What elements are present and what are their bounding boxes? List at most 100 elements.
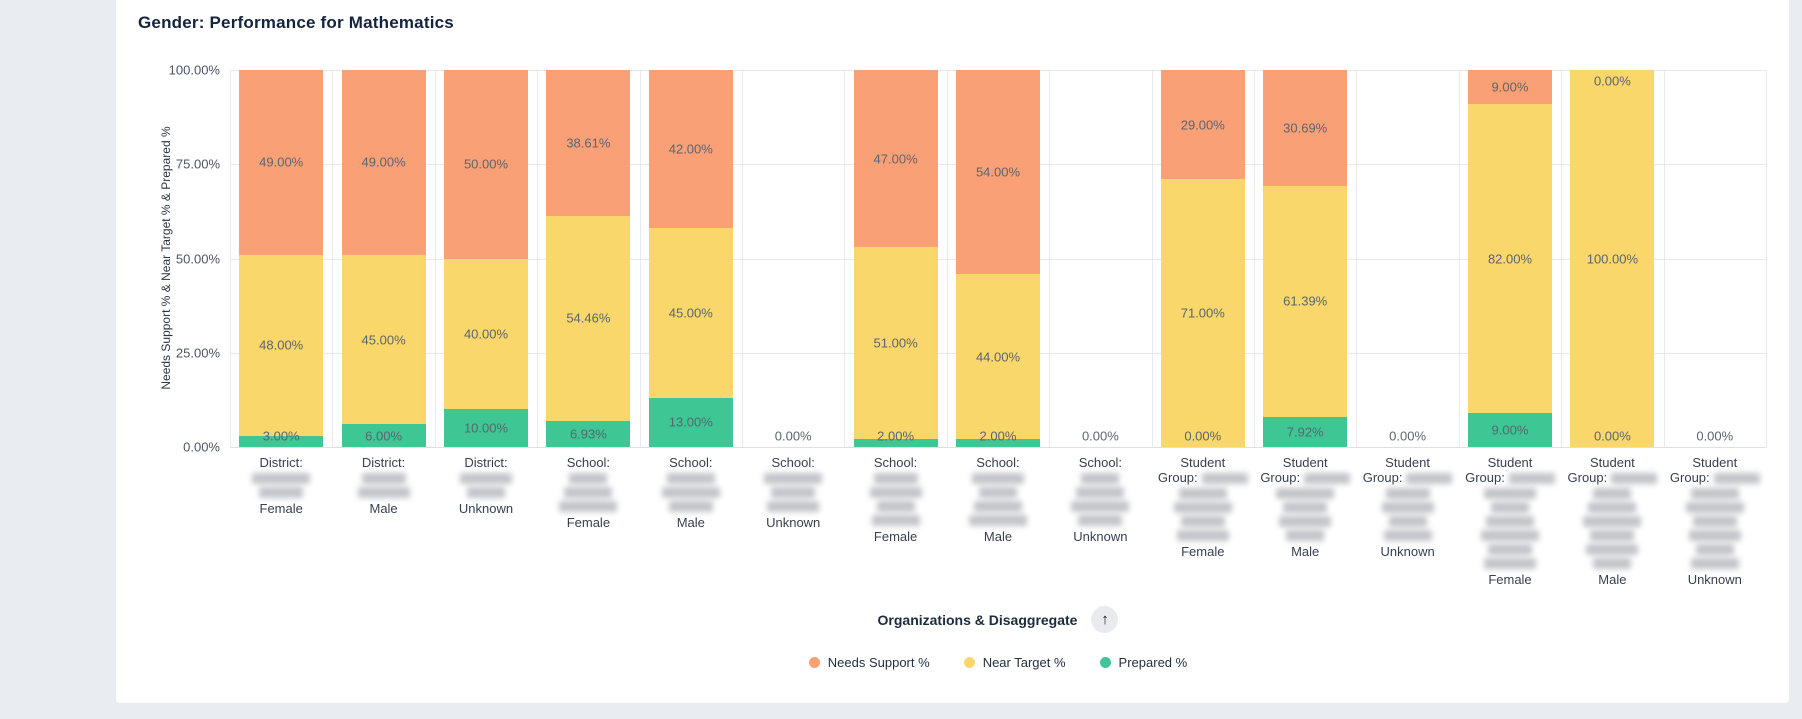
x-label-prefix: School: [1078,455,1123,470]
vertical-gridline [946,70,948,447]
x-axis-label: District: Unknown [435,455,537,516]
vertical-gridline [537,70,539,447]
bar-segment-prepared[interactable] [239,435,324,447]
x-label-gender: Unknown [766,515,821,530]
x-label-prefix: School: [873,455,918,470]
x-label-gender: Female [259,501,303,516]
redacted-text [1180,516,1225,527]
x-label-prefix: Group: [1459,470,1561,485]
x-axis-label: Student Group: Male [1561,455,1663,587]
x-label-prefix: Student [1180,455,1226,470]
redacted-text [1483,488,1536,499]
bar-segment-prepared[interactable] [1263,417,1348,447]
redacted-text [1685,502,1744,513]
bar-segment-near-target[interactable] [955,273,1040,440]
legend-item-prepared[interactable]: Prepared % [1099,655,1187,670]
bar-cell: 30.69% 61.39% 7.92% [1254,70,1356,447]
bar-segment-needs-support[interactable] [648,70,733,229]
redacted-text [869,487,922,498]
redacted-text [871,515,920,526]
redacted-text [569,473,608,484]
up-arrow-icon: ↑ [1101,611,1109,628]
scroll-up-button[interactable]: ↑ [1091,606,1119,633]
bar-segment-near-target[interactable] [1570,70,1655,447]
bar-segment-needs-support[interactable] [1160,70,1245,180]
x-label-prefix: Student [1589,455,1635,470]
redacted-text [1586,544,1639,555]
bar-segment-prepared[interactable] [648,398,733,447]
x-label-prefix: Student [1692,455,1738,470]
bar-segment-prepared[interactable] [546,420,631,447]
redacted-text [1383,530,1432,541]
x-label-gender: Unknown [1687,572,1742,587]
redacted-text [771,487,816,498]
redacted-text [668,501,713,512]
redacted-text [1583,516,1642,527]
redacted-text [1508,473,1555,485]
x-label-gender: Male [369,501,398,516]
bar-segment-prepared[interactable] [341,424,426,447]
redacted-text [1201,473,1248,485]
x-axis-label: Student Group: Female [1459,455,1561,587]
bar-segment-needs-support[interactable] [341,70,426,255]
bar-segment-prepared[interactable] [443,409,528,447]
bar-segment-needs-support[interactable] [546,70,631,216]
bar-segment-needs-support[interactable] [1467,70,1552,104]
redacted-text [1078,515,1123,526]
bar-segment-near-target[interactable] [853,247,938,440]
bar-segment-near-target[interactable] [443,258,528,410]
bar-segment-needs-support[interactable] [955,70,1040,274]
x-label-prefix: School: [771,455,815,470]
bar-segment-needs-support[interactable] [443,70,528,259]
x-axis-label: Student Group: Unknown [1664,455,1766,587]
bar-cell: 49.00% 45.00% 6.00% [332,70,434,447]
chart-legend: Needs Support % Near Target % Prepared % [230,655,1766,670]
redacted-text [1385,488,1430,499]
redacted-text [876,501,915,512]
x-label-prefix: Student [1385,455,1430,470]
horizontal-gridline [230,447,1766,448]
x-label-gender: Unknown [1073,529,1128,544]
bar-segment-near-target[interactable] [1467,103,1552,414]
x-axis-label: District: Female [230,455,332,516]
redacted-text [1076,487,1125,498]
x-label-gender: Unknown [458,501,514,516]
legend-item-near-target[interactable]: Near Target % [963,655,1066,670]
bar-segment-needs-support[interactable] [853,70,938,248]
legend-item-needs-support[interactable]: Needs Support % [808,655,930,670]
x-label-prefix: Group: [1152,470,1254,485]
redacted-text [564,487,613,498]
value-label: 0.00% [1081,428,1119,444]
bar-cell: 9.00% 82.00% 9.00% [1459,70,1561,447]
bar-cell: 0.00% [1049,70,1151,447]
redacted-text [252,473,311,484]
bar-segment-near-target[interactable] [648,228,733,398]
bar-segment-near-target[interactable] [239,254,324,436]
redacted-text [1173,502,1232,513]
redacted-text [466,487,505,498]
bar-segment-prepared[interactable] [1467,413,1552,447]
x-label-prefix: District: [464,455,508,470]
bar-segment-near-target[interactable] [1263,185,1348,418]
bar-segment-needs-support[interactable] [239,70,324,255]
bar-segment-near-target[interactable] [546,215,631,421]
vertical-gridline [230,70,231,447]
x-label-gender: Female [566,515,611,530]
x-axis-label: District: Male [332,455,434,516]
x-axis-label: Student Group: Unknown [1356,455,1458,559]
vertical-gridline [1356,70,1358,447]
bar-segment-needs-support[interactable] [1263,70,1348,186]
redacted-text [1713,473,1760,485]
vertical-gridline [1663,70,1665,447]
plot-area: 49.00% 48.00% 3.00% 49.00% 45.00% 6.00% 50.00%… [230,70,1767,448]
redacted-text [1690,558,1739,569]
bar-segment-prepared[interactable] [853,439,938,447]
bar-segment-near-target[interactable] [1160,179,1245,447]
bar-segment-prepared[interactable] [955,439,1040,447]
redacted-text [1388,516,1427,527]
bar-cell: 47.00% 51.00% 2.00% [844,70,946,447]
bar-segment-near-target[interactable] [341,254,426,425]
bar-cell: 0.00% [1356,70,1458,447]
x-label-gender: Unknown [1380,544,1435,559]
x-label-prefix: Group: [1561,470,1663,485]
